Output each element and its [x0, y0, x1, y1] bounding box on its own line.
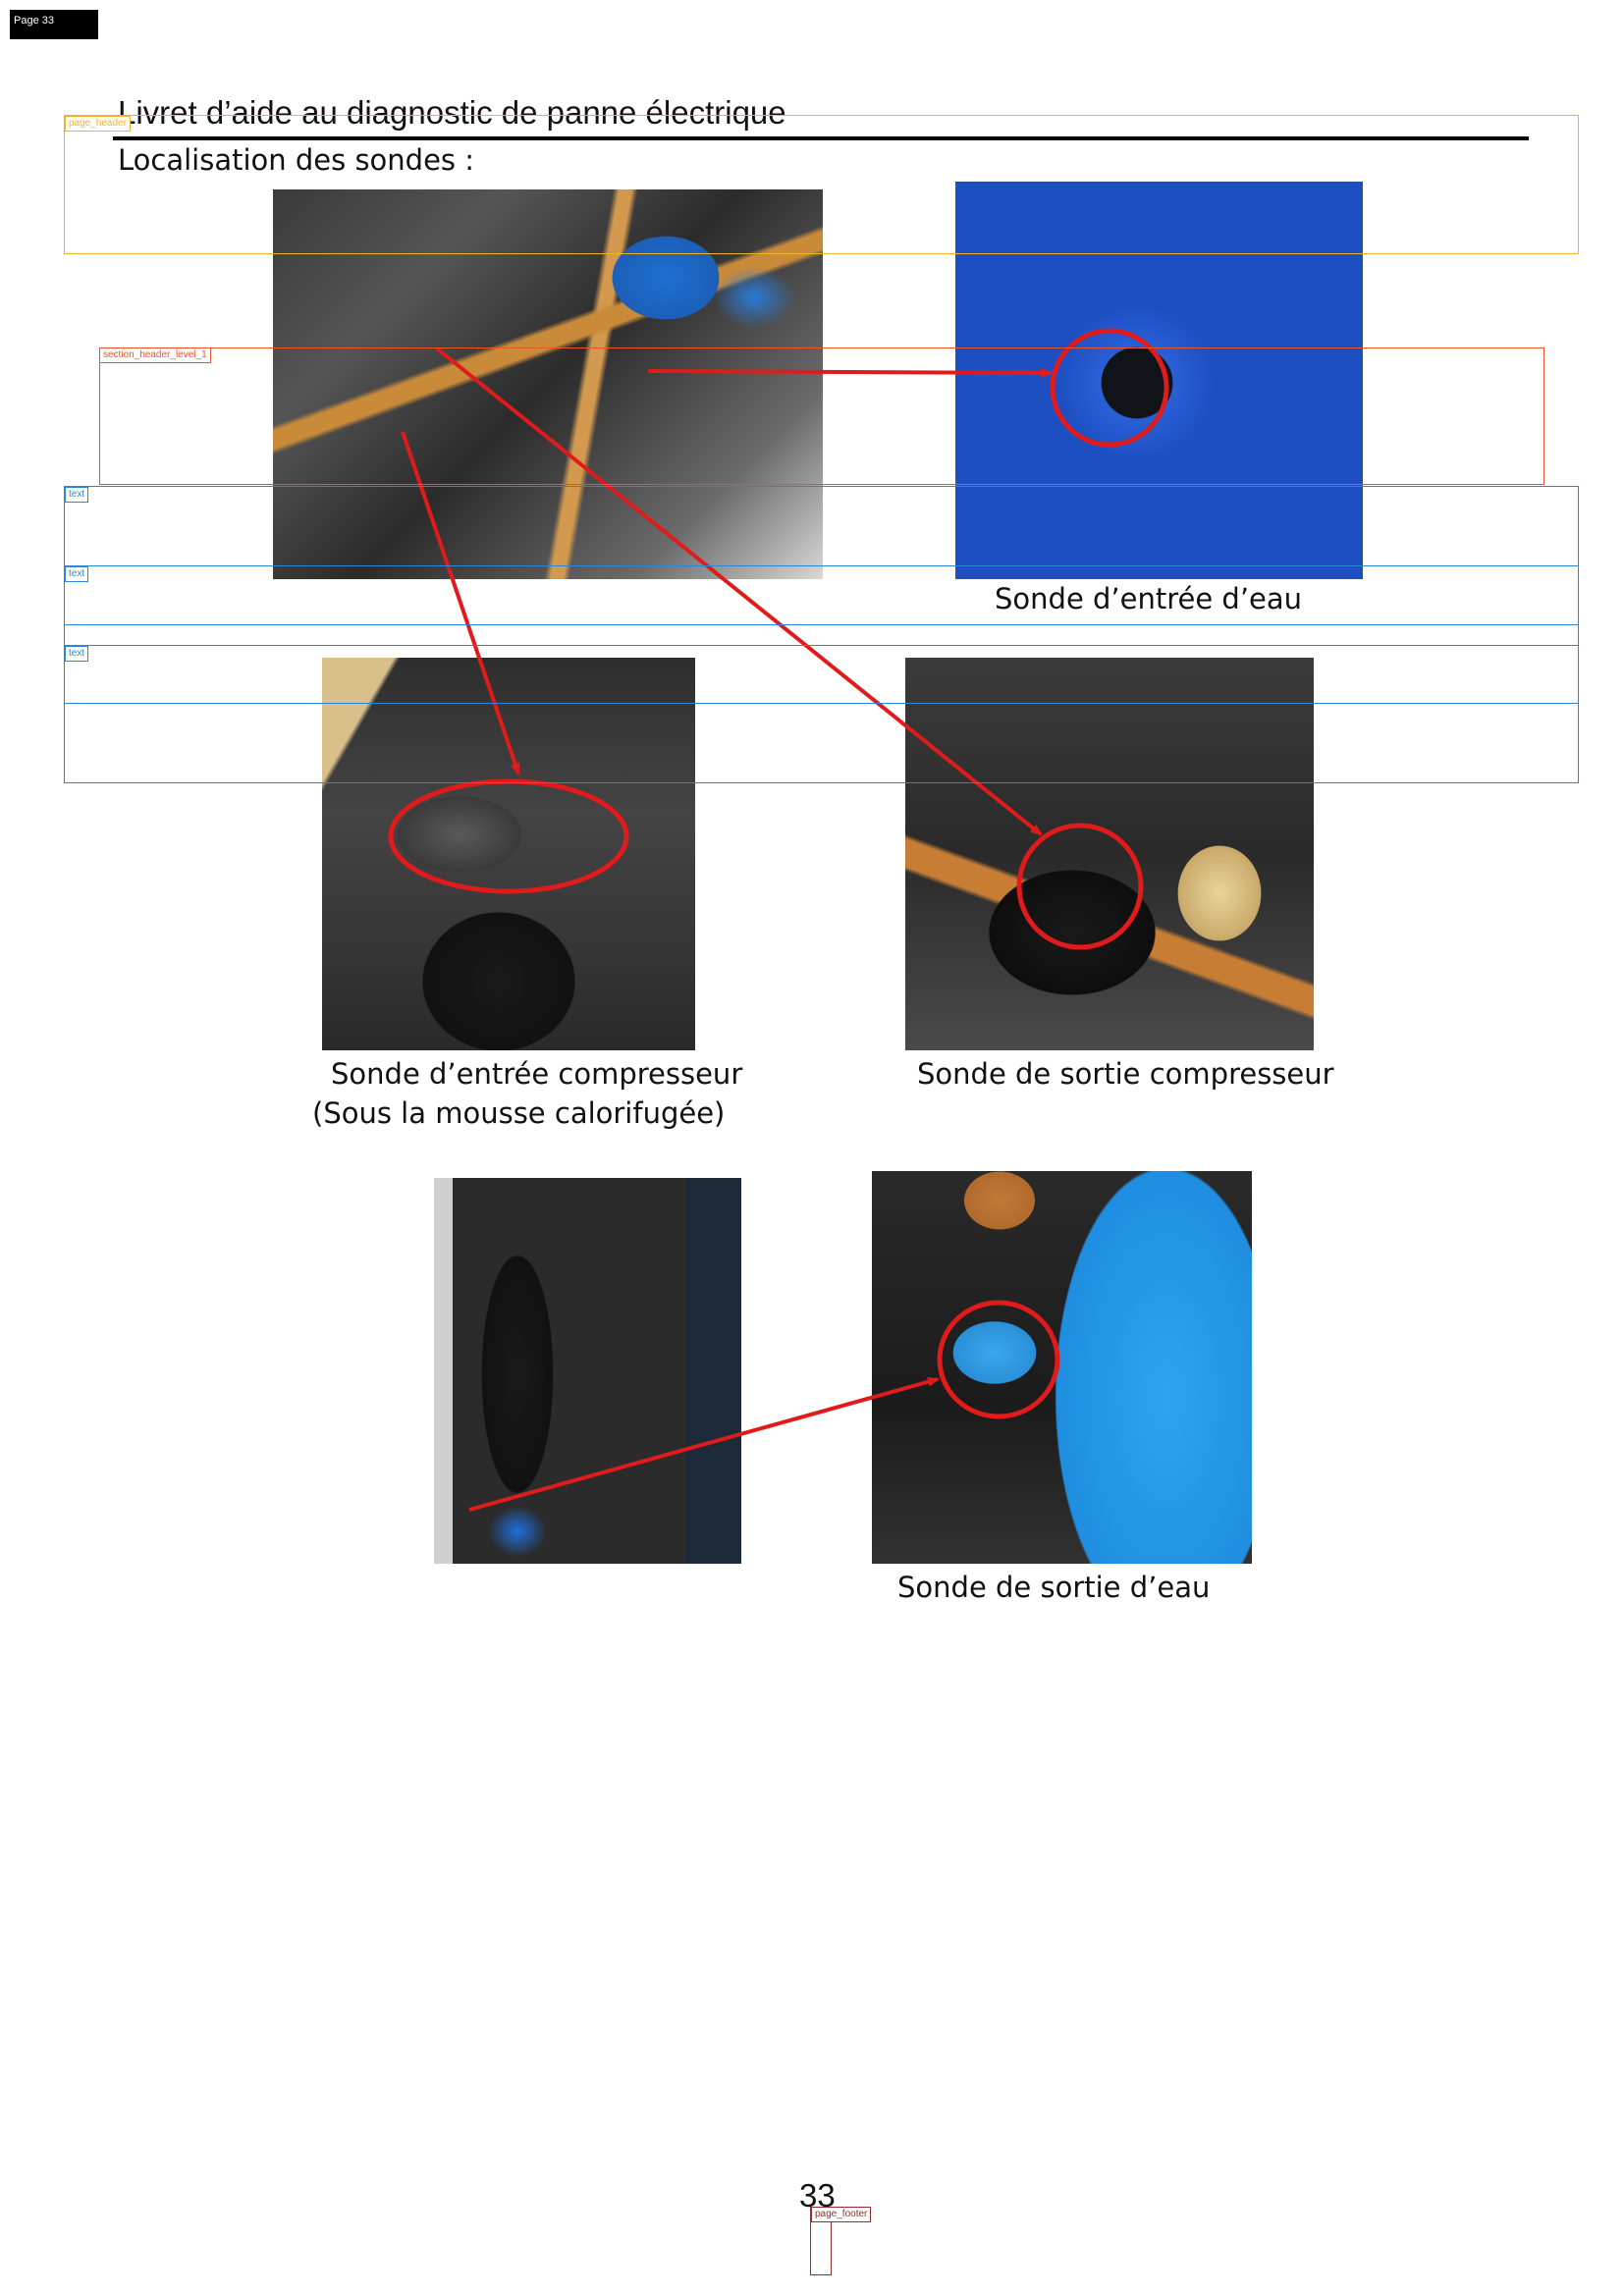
annotation-section-header-box [99, 347, 1544, 485]
caption-compressor-outlet: Sonde de sortie compresseur [917, 1057, 1334, 1091]
caption-compressor-inlet: Sonde d’entrée compresseur [331, 1057, 743, 1091]
circle-compressor-outlet [1016, 823, 1144, 950]
circle-compressor-inlet [388, 778, 629, 894]
photo-exchanger-overview [434, 1178, 741, 1564]
document-title: Livret d’aide au diagnostic de panne éle… [118, 94, 786, 131]
arrow-to-compressor-outlet [435, 347, 1043, 836]
photo-compressor-outlet-sensor [905, 658, 1314, 1050]
arrow-to-water-outlet [468, 1376, 940, 1512]
photo-unit-overview [273, 189, 823, 579]
annotation-text-label-2: text [65, 566, 89, 582]
arrow-to-compressor-inlet [401, 431, 520, 775]
annotation-text-box-2 [64, 565, 1579, 704]
caption-water-outlet: Sonde de sortie d’eau [897, 1571, 1211, 1604]
annotation-page-header-box [64, 115, 1579, 254]
section-title: Localisation des sondes : [118, 143, 475, 177]
photo-water-outlet-sensor [872, 1171, 1252, 1564]
photo-water-inlet-sensor [955, 182, 1363, 579]
title-rule [113, 136, 1529, 140]
arrow-to-water-inlet [647, 367, 1053, 378]
caption-water-inlet: Sonde d’entrée d’eau [995, 582, 1303, 615]
annotation-text-label-1: text [65, 487, 89, 503]
annotation-section-header-label: section_header_level_1 [99, 347, 211, 363]
circle-water-inlet [1050, 328, 1169, 448]
annotation-page-footer-label: page_footer [811, 2207, 872, 2222]
annotation-text-box-3 [64, 645, 1579, 783]
annotation-page-header-label: page_header [65, 116, 131, 132]
annotation-text-label-3: text [65, 646, 89, 662]
page-tag: Page 33 [10, 10, 98, 39]
photo-compressor-inlet-sensor [322, 658, 695, 1050]
circle-water-outlet [937, 1300, 1060, 1419]
caption-compressor-inlet-note: (Sous la mousse calorifugée) [312, 1096, 726, 1130]
annotation-text-box-1 [64, 486, 1579, 625]
